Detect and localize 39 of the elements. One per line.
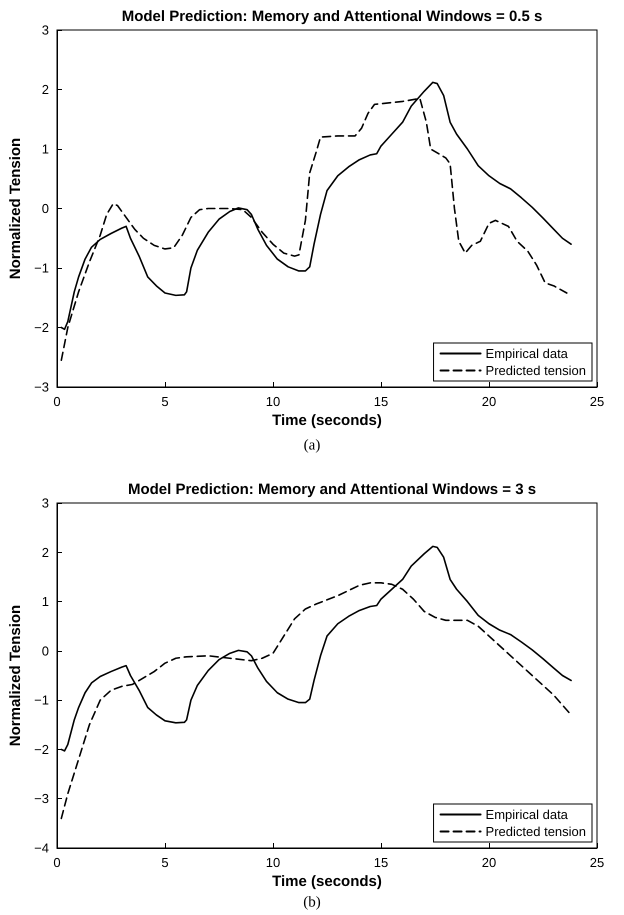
x-axis-title: Time (seconds)	[272, 412, 382, 429]
chart-title: Model Prediction: Memory and Attentional Windows = 3 s	[128, 481, 536, 498]
y-tick-label: −4	[34, 840, 49, 856]
y-tick-label: 2	[42, 544, 49, 560]
y-axis-title: Normalized Tension	[7, 604, 24, 746]
legend-label: Empirical data	[486, 807, 569, 822]
x-tick-label: 10	[266, 394, 280, 409]
x-tick-label: 25	[590, 855, 604, 870]
legend-label: Predicted tension	[486, 363, 586, 378]
legend-label: Empirical data	[486, 346, 569, 361]
legend-label: Predicted tension	[486, 824, 586, 839]
y-tick-label: 3	[42, 22, 49, 38]
x-axis-title: Time (seconds)	[272, 872, 382, 890]
y-tick-label: −2	[34, 742, 49, 757]
x-tick-label: 20	[482, 855, 496, 870]
y-tick-label: 1	[42, 594, 49, 610]
y-tick-label: 0	[42, 201, 49, 216]
x-tick-label: 5	[161, 394, 169, 409]
y-tick-label: −1	[34, 260, 49, 276]
x-tick-label: 10	[266, 855, 280, 870]
y-tick-label: −1	[34, 692, 49, 708]
y-tick-label: 0	[42, 643, 49, 658]
y-tick-label: −3	[34, 380, 49, 394]
x-tick-label: 0	[53, 394, 61, 409]
x-tick-label: 0	[53, 855, 61, 870]
y-tick-label: 1	[42, 142, 49, 156]
y-tick-label: 3	[42, 496, 49, 510]
text: (b)	[303, 894, 321, 910]
text: (a)	[304, 438, 320, 454]
chart-title: Model Prediction: Memory and Attentional Windows = 0.5 s	[122, 8, 542, 25]
y-tick-label: −2	[34, 320, 49, 335]
x-tick-label: 15	[374, 855, 388, 870]
x-tick-label: 5	[161, 855, 169, 870]
y-axis-title: Normalized Tension	[7, 138, 24, 280]
x-tick-label: 20	[482, 394, 496, 409]
y-tick-label: 2	[42, 82, 49, 97]
y-tick-label: −3	[34, 791, 49, 806]
x-tick-label: 15	[374, 394, 388, 409]
x-tick-label: 25	[590, 394, 604, 409]
